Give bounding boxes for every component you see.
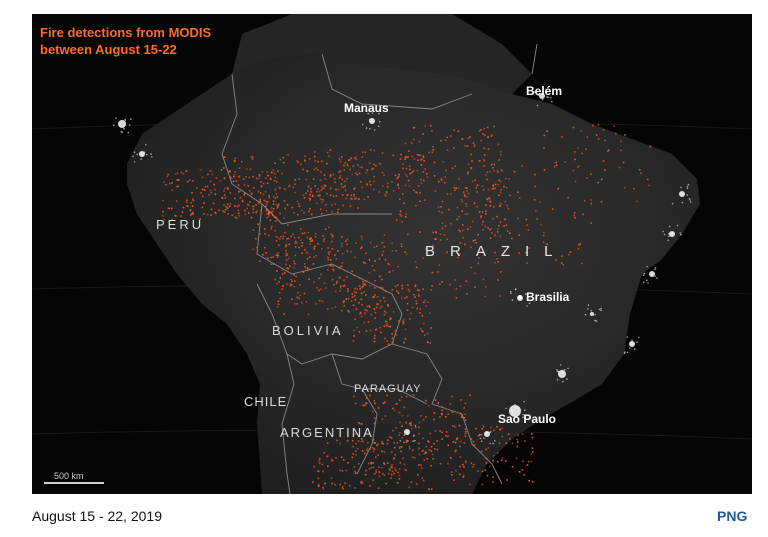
northern-coast	[232, 14, 532, 94]
scale-label: 500 km	[54, 471, 84, 481]
south-america-landmass	[127, 54, 700, 494]
city-label-belem: Belém	[526, 84, 563, 98]
fire-detections	[162, 124, 652, 490]
fire-map: Fire detections from MODIS between Augus…	[32, 14, 752, 494]
map-title: Fire detections from MODIS between Augus…	[40, 24, 211, 58]
scale-bar	[44, 482, 104, 484]
map-title-line-1: Fire detections from MODIS	[40, 25, 212, 40]
country-label-brazil: BRAZIL	[425, 243, 568, 260]
country-label-bolivia: BOLIVIA	[272, 323, 344, 338]
city-label-brasilia: Brasilia	[526, 290, 570, 304]
country-label-chile: CHILE	[244, 394, 288, 409]
city-label-manaus: Manaus	[344, 101, 389, 115]
country-label-paraguay: PARAGUAY	[354, 383, 422, 395]
city-label-sao-paulo: Sao Paulo	[498, 412, 557, 426]
country-label-argentina: ARGENTINA	[280, 425, 374, 440]
png-download-link[interactable]: PNG	[717, 508, 748, 524]
image-caption-date: August 15 - 22, 2019	[32, 508, 162, 524]
city-marker-brasilia	[518, 295, 522, 299]
map-canvas	[32, 14, 752, 494]
country-label-peru: PERU	[156, 217, 205, 232]
map-title-line-2: between August 15-22	[40, 42, 177, 57]
